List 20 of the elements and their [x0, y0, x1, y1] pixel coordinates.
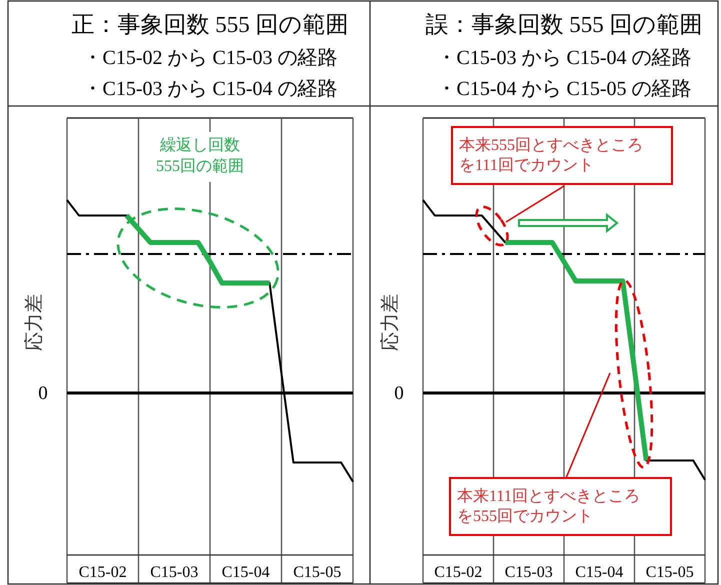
x-tick-label: C15-04	[222, 564, 270, 581]
x-tick-label: C15-03	[150, 564, 198, 581]
chart-subtitle: ・C15-02 から C15-03 の経路・C15-03 から C15-04 の経路	[82, 47, 338, 100]
x-tick-label: C15-05	[646, 564, 694, 581]
ref-line-label: 0	[38, 383, 48, 404]
x-tick-label: C15-05	[293, 564, 342, 581]
chart-title: 正：事象回数 555 回の範囲	[72, 12, 348, 37]
text: 555回の範囲	[156, 158, 244, 175]
y-axis-title: 応力差	[23, 294, 45, 351]
y-axis-title: 応力差	[379, 294, 401, 351]
x-tick-label: C15-02	[78, 564, 127, 581]
text: 本来555回とすべきところを111回でカウント	[459, 136, 643, 174]
x-tick-label: C15-02	[434, 564, 482, 581]
text: 本来111回とすべきところを555回でカウント	[457, 487, 640, 525]
chart-title: 誤：事象回数 555 回の範囲	[426, 12, 702, 37]
x-tick-label: C15-03	[504, 564, 553, 581]
text: 繰返し回数	[159, 136, 240, 154]
x-tick-label: C15-04	[575, 564, 624, 581]
chart-subtitle: ・C15-03 から C15-04 の経路・C15-04 から C15-05 の経路	[436, 47, 692, 100]
ref-line-label: 0	[394, 383, 404, 404]
